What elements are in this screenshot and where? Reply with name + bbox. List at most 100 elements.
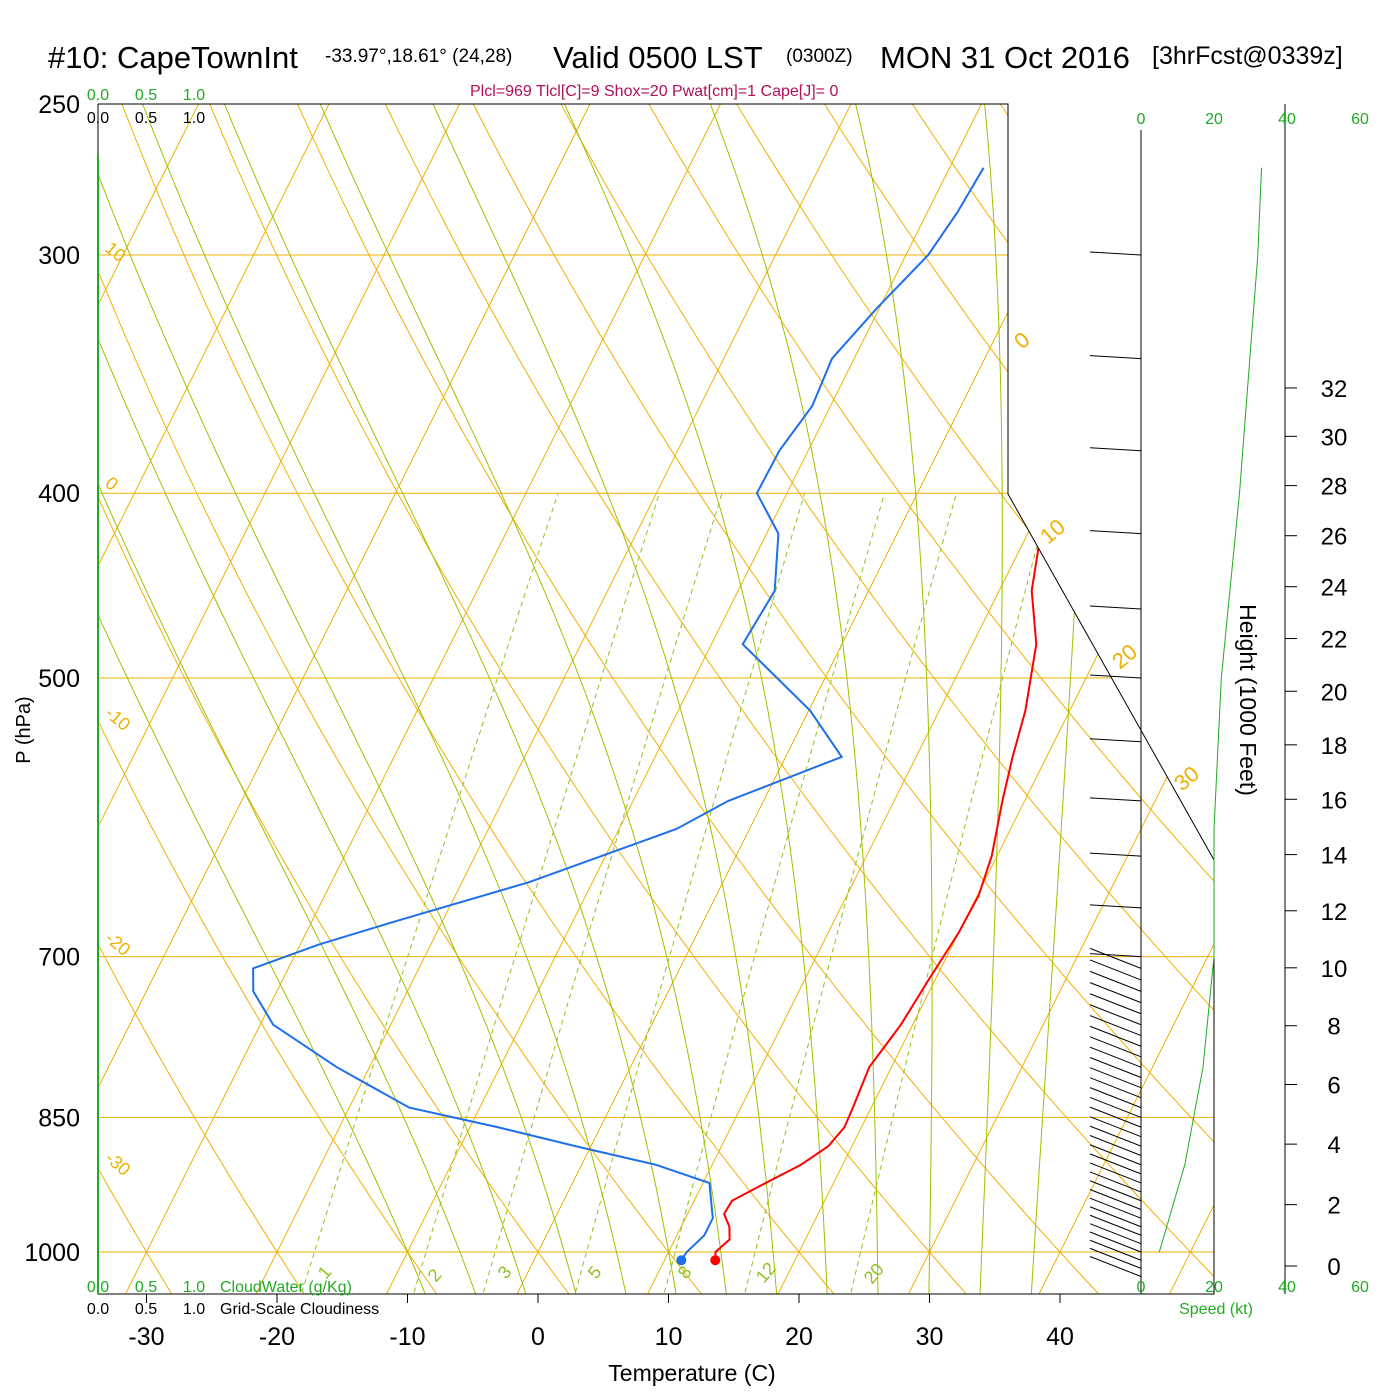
wind-barb <box>1089 982 1142 1004</box>
wind-barb <box>1089 1214 1142 1236</box>
mixing-ratio-label: 8 <box>674 1262 696 1283</box>
mixing-ratio-line <box>850 493 1052 1293</box>
surface-temperature-dot <box>710 1255 721 1266</box>
moist-adiabat-line <box>98 104 529 1294</box>
temperature-tick-label: -10 <box>389 1323 425 1351</box>
height-tick-label: 0 <box>1327 1254 1340 1281</box>
moist-adiabat-line <box>98 104 429 1294</box>
cloudwater-scale-bottom: 0.0 <box>87 1279 109 1296</box>
speed-axis-title: Speed (kt) <box>1179 1301 1253 1318</box>
height-tick-label: 8 <box>1327 1014 1340 1041</box>
mixing-ratio-line <box>483 493 723 1293</box>
pressure-tick-label: 700 <box>38 944 80 972</box>
moist-adiabat-line <box>548 104 828 1294</box>
wind-barb <box>1089 1106 1142 1128</box>
wind-barb <box>1089 530 1142 535</box>
wind-barb <box>1089 605 1142 610</box>
height-tick-label: 16 <box>1321 787 1348 814</box>
speed-tick-bottom: 40 <box>1278 1279 1296 1296</box>
zulu-time: (0300Z) <box>786 46 853 67</box>
moist-adiabat-line <box>305 104 728 1294</box>
speed-tick-top: 60 <box>1351 111 1369 128</box>
surface-dewpoint-dot <box>676 1255 687 1266</box>
wind-barb <box>1089 1087 1142 1109</box>
pressure-tick-label: 500 <box>38 665 80 693</box>
cloudwater-label: CloudWater (g/Kg) <box>220 1279 352 1296</box>
mixing-ratio-line <box>744 493 957 1293</box>
dry-adiabat-line <box>195 104 973 1294</box>
height-tick-label: 12 <box>1321 899 1348 926</box>
speed-tick-top: 0 <box>1137 111 1146 128</box>
wind-barb <box>1089 1067 1142 1089</box>
speed-tick-top: 20 <box>1205 111 1223 128</box>
mixing-ratio-label: 3 <box>494 1262 516 1283</box>
height-tick-label: 10 <box>1321 956 1348 983</box>
isotherm-label: 0 <box>101 473 122 495</box>
wind-barb <box>1089 1015 1142 1037</box>
cloudiness-scale-top: 0.0 <box>87 110 109 127</box>
valid-date: MON 31 Oct 2016 <box>880 40 1130 75</box>
dewpoint-profile <box>252 167 985 1261</box>
wind-barb <box>1089 1057 1142 1078</box>
mixing-ratio-line <box>413 493 660 1293</box>
moist-adiabat-line <box>98 104 579 1294</box>
height-tick-label: 26 <box>1321 524 1348 551</box>
wind-barb <box>1089 797 1142 802</box>
wind-speed-line <box>1158 167 1262 1253</box>
mixing-ratio-line <box>574 493 806 1293</box>
dry-adiabat-line <box>542 104 1214 1294</box>
isotherm-label: -10 <box>101 703 134 735</box>
temperature-tick-label: -20 <box>259 1323 295 1351</box>
moist-adiabat-line <box>846 104 933 1294</box>
dry-adiabat-line <box>1150 104 1214 1294</box>
dry-adiabat-line <box>98 104 707 1294</box>
pressure-tick-label: 400 <box>38 480 80 508</box>
isotherm-line <box>382 104 999 1294</box>
wind-barb <box>1089 1223 1142 1245</box>
station-coords: -33.97°,18.61° (24,28) <box>325 46 513 67</box>
height-tick-label: 22 <box>1321 627 1348 654</box>
y-axis-title: P (hPa) <box>13 696 35 763</box>
wind-barb <box>1089 993 1142 1015</box>
station-title: #10: CapeTownInt <box>48 40 298 75</box>
cloudiness-scale-bottom: 1.0 <box>183 1301 205 1318</box>
wind-barb <box>1089 251 1142 256</box>
height-tick-label: 24 <box>1321 575 1348 602</box>
dry-adiabat-line <box>282 104 1105 1294</box>
wind-barb <box>1089 1004 1142 1026</box>
dry-adiabat-line <box>1063 104 1214 1294</box>
wind-barb <box>1089 1135 1142 1156</box>
isotherm-line <box>252 104 869 1294</box>
wind-barb <box>1089 1116 1142 1138</box>
temperature-tick-label: -30 <box>128 1323 164 1351</box>
dry-adiabat-label: 10 <box>1035 514 1070 549</box>
isotherm-label: 10 <box>101 238 129 266</box>
dry-adiabat-line <box>368 104 1214 1294</box>
wind-barb <box>1089 447 1142 452</box>
dry-adiabat-line <box>716 104 1214 1294</box>
wind-barb <box>1089 1077 1142 1099</box>
moist-adiabat-line <box>129 104 628 1294</box>
temperature-tick-label: 10 <box>655 1323 683 1351</box>
wind-barb <box>1089 1144 1142 1166</box>
height-tick-label: 28 <box>1321 474 1348 501</box>
temperature-tick-label: 20 <box>785 1323 813 1351</box>
wind-barb <box>1089 1231 1142 1253</box>
wind-barb <box>1089 1153 1142 1175</box>
wind-barb <box>1089 953 1142 958</box>
wind-barb <box>1089 1247 1142 1269</box>
wind-barb <box>1089 1046 1142 1068</box>
isotherm-line <box>98 104 477 1294</box>
wind-barb <box>1089 1162 1142 1184</box>
cloudiness-scale-top: 1.0 <box>183 110 205 127</box>
isotherm-line <box>121 104 738 1294</box>
wind-barb <box>1089 852 1142 857</box>
pressure-tick-label: 850 <box>38 1104 80 1132</box>
height-tick-label: 30 <box>1321 424 1348 451</box>
height-tick-label: 4 <box>1327 1132 1340 1159</box>
isotherm-line <box>98 104 347 1294</box>
cloudwater-scale-bottom: 0.5 <box>135 1279 157 1296</box>
wind-barb <box>1089 1096 1142 1118</box>
